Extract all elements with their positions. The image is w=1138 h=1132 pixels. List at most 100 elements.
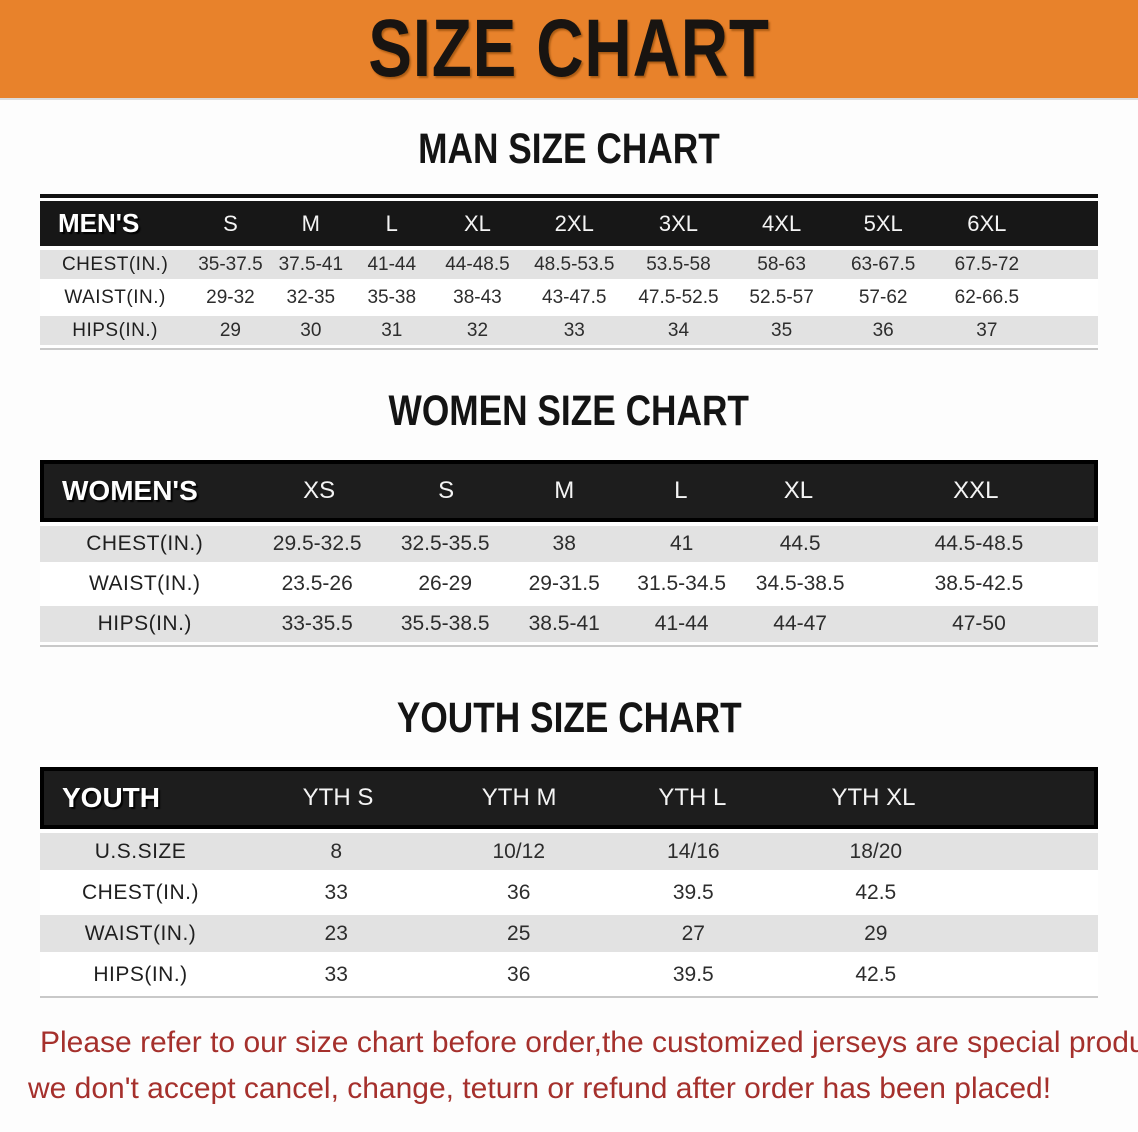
size-value-cell: 36 [507, 880, 531, 904]
banner-title: SIZE CHART [368, 3, 770, 94]
size-value-cell: 44.5-48.5 [934, 532, 1024, 555]
size-value-cell: 67.5-72 [954, 253, 1020, 275]
size-value-cell: 23 [324, 921, 348, 945]
size-column-header: XL [464, 210, 491, 236]
size-value-cell: 41-44 [367, 253, 417, 275]
group-label: WOMEN'S [62, 475, 198, 506]
measurement-row: HIPS(IN.) 33-35.5 35.5-38.5 38.5-41 41-44 44-… [40, 602, 1098, 642]
size-value-cell: 27 [681, 921, 705, 945]
men-size-section: MAN SIZE CHART MEN'S S M L XL 2XL 3XL 4XL 5XL 6XL… [0, 126, 1138, 350]
size-value-cell: 44-47 [773, 612, 827, 635]
size-column-header: M [554, 477, 575, 504]
size-value-cell: 43-47.5 [542, 286, 607, 308]
size-value-cell: 35-38 [367, 286, 417, 308]
size-column-header: 3XL [658, 210, 699, 236]
measurement-row: HIPS(IN.) 33 36 39.5 42.5 [40, 952, 1098, 993]
women-section-heading: WOMEN SIZE CHART [0, 388, 1138, 434]
size-column-header: 5XL [863, 210, 903, 236]
size-column-header: S [223, 210, 238, 236]
size-value-cell: 32.5-35.5 [400, 532, 490, 555]
size-value-cell: 14/16 [667, 839, 720, 863]
size-value-cell: 8 [330, 839, 343, 863]
size-column-header: XXL [953, 477, 999, 504]
measurement-row-label: CHEST(IN.) [82, 880, 199, 904]
size-value-cell: 52.5-57 [749, 286, 814, 308]
measurement-row-label: WAIST(IN.) [84, 921, 197, 945]
size-value-cell: 41 [669, 532, 694, 555]
size-column-header: YTH XL [831, 784, 916, 811]
size-value-cell: 44-48.5 [445, 253, 510, 275]
youth-section-heading-text: YOUTH SIZE CHART [396, 694, 742, 742]
size-value-cell: 58-63 [757, 253, 806, 275]
size-column-header: YTH L [658, 784, 727, 811]
size-value-cell: 29 [864, 921, 888, 945]
size-value-cell: 36 [872, 319, 894, 341]
size-value-cell: 31.5-34.5 [637, 572, 727, 595]
size-table-header-row: YOUTH YTH S YTH M YTH L YTH XL [40, 767, 1098, 829]
size-column-header: S [438, 477, 455, 504]
measurement-row: WAIST(IN.) 23.5-26 26-29 29-31.5 31.5-34.5 34… [40, 562, 1098, 602]
size-value-cell: 29-31.5 [528, 572, 600, 595]
size-value-cell: 33 [324, 880, 348, 904]
measurement-row-label: HIPS(IN.) [97, 612, 192, 635]
size-value-cell: 35.5-38.5 [400, 612, 490, 635]
group-label: YOUTH [62, 782, 160, 813]
size-value-cell: 34 [667, 319, 690, 341]
size-value-cell: 62-66.5 [954, 286, 1020, 308]
measurement-row-label: WAIST(IN.) [64, 286, 166, 308]
measurement-row-label: HIPS(IN.) [93, 962, 188, 986]
size-column-header: 2XL [554, 210, 594, 236]
men-size-table: MEN'S S M L XL 2XL 3XL 4XL 5XL 6XL CHEST(IN.) 35-37… [40, 194, 1098, 350]
measurement-row: CHEST(IN.) 35-37.5 37.5-41 41-44 44-48.5 48.5… [40, 246, 1098, 279]
size-value-cell: 37.5-41 [278, 253, 344, 275]
size-value-cell: 42.5 [855, 880, 897, 904]
size-column-header: YTH S [302, 784, 374, 811]
size-value-cell: 30 [300, 319, 322, 341]
size-value-cell: 38.5-41 [528, 612, 600, 635]
youth-size-table: YOUTH YTH S YTH M YTH L YTH XL U.S.SIZE 8 10/12… [40, 767, 1098, 998]
men-section-heading: MAN SIZE CHART [0, 126, 1138, 172]
disclaimer-line-2: we don't accept cancel, change, teturn o… [28, 1072, 1052, 1105]
disclaimer: Please refer to our size chart before or… [0, 1020, 1138, 1112]
disclaimer-line-1: Please refer to our size chart before or… [40, 1026, 1138, 1059]
women-section-heading-text: WOMEN SIZE CHART [388, 387, 750, 435]
size-column-header: M [301, 210, 320, 236]
size-value-cell: 39.5 [672, 880, 714, 904]
size-value-cell: 53.5-58 [646, 253, 711, 275]
size-column-header: XS [303, 477, 336, 504]
size-column-header: L [674, 477, 688, 504]
size-value-cell: 48.5-53.5 [534, 253, 615, 275]
measurement-row-label: U.S.SIZE [94, 839, 187, 863]
size-value-cell: 44.5 [779, 532, 821, 555]
banner: SIZE CHART [0, 0, 1138, 100]
size-value-cell: 10/12 [492, 839, 546, 863]
measurement-row: CHEST(IN.) 33 36 39.5 42.5 [40, 870, 1098, 911]
youth-size-section: YOUTH SIZE CHART YOUTH YTH S YTH M YTH L YTH… [0, 695, 1138, 998]
size-value-cell: 29 [219, 319, 241, 341]
size-value-cell: 33 [563, 319, 585, 341]
size-value-cell: 26-29 [418, 572, 473, 595]
size-value-cell: 32 [466, 319, 489, 341]
size-column-header: XL [783, 477, 814, 504]
size-value-cell: 37 [976, 319, 998, 341]
size-value-cell: 25 [507, 921, 531, 945]
size-value-cell: 47.5-52.5 [638, 286, 719, 308]
size-column-header: L [385, 210, 398, 236]
size-value-cell: 33 [324, 962, 348, 986]
men-section-heading-text: MAN SIZE CHART [418, 125, 720, 173]
measurement-row: WAIST(IN.) 29-32 32-35 35-38 38-43 43-47.5 47.… [40, 279, 1098, 312]
size-value-cell: 38 [552, 532, 576, 555]
measurement-row: WAIST(IN.) 23 25 27 29 [40, 911, 1098, 952]
size-value-cell: 38.5-42.5 [934, 572, 1024, 595]
size-value-cell: 31 [381, 319, 403, 341]
size-value-cell: 36 [507, 962, 531, 986]
measurement-row-label: CHEST(IN.) [61, 253, 169, 275]
size-value-cell: 35 [771, 319, 793, 341]
measurement-row-label: WAIST(IN.) [88, 572, 201, 595]
size-column-header: 4XL [762, 210, 802, 236]
size-value-cell: 41-44 [654, 612, 709, 635]
youth-section-heading: YOUTH SIZE CHART [0, 695, 1138, 741]
women-size-section: WOMEN SIZE CHART WOMEN'S XS S M L XL XXL CHEST(… [0, 388, 1138, 647]
size-column-header: YTH M [481, 784, 557, 811]
size-table-header-row: WOMEN'S XS S M L XL XXL [40, 460, 1098, 522]
